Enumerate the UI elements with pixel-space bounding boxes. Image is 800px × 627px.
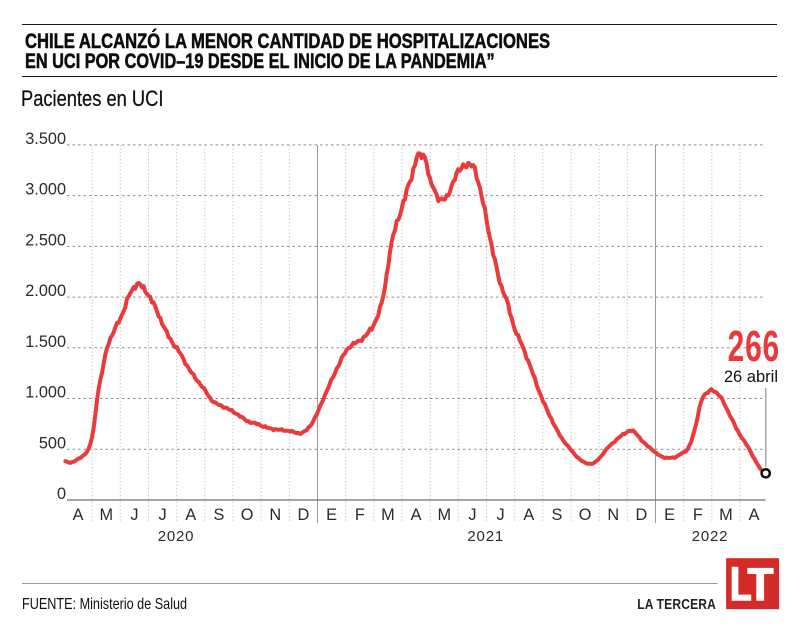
svg-text:A: A xyxy=(73,506,84,524)
svg-text:A: A xyxy=(185,506,196,524)
svg-text:E: E xyxy=(326,506,337,524)
svg-text:M: M xyxy=(381,506,395,524)
svg-text:D: D xyxy=(636,506,648,524)
svg-text:A: A xyxy=(411,506,422,524)
svg-text:D: D xyxy=(298,506,310,524)
svg-text:2021: 2021 xyxy=(467,528,504,545)
svg-text:S: S xyxy=(213,506,224,524)
svg-text:3.500: 3.500 xyxy=(25,130,66,148)
svg-text:E: E xyxy=(664,506,675,524)
svg-text:0: 0 xyxy=(57,485,66,503)
svg-text:N: N xyxy=(607,506,619,524)
svg-text:F: F xyxy=(693,506,703,524)
svg-text:S: S xyxy=(551,506,562,524)
svg-text:2020: 2020 xyxy=(158,528,195,545)
svg-text:M: M xyxy=(719,506,733,524)
svg-text:1.000: 1.000 xyxy=(25,384,66,402)
svg-text:N: N xyxy=(269,506,281,524)
svg-text:3.000: 3.000 xyxy=(25,181,66,199)
svg-text:2022: 2022 xyxy=(692,528,729,545)
svg-text:1.500: 1.500 xyxy=(25,333,66,351)
svg-text:O: O xyxy=(579,506,592,524)
svg-text:O: O xyxy=(241,506,254,524)
svg-text:A: A xyxy=(749,506,760,524)
svg-text:A: A xyxy=(523,506,534,524)
svg-text:F: F xyxy=(355,506,365,524)
svg-text:2.000: 2.000 xyxy=(25,282,66,300)
svg-text:500: 500 xyxy=(39,434,66,452)
svg-text:J: J xyxy=(468,506,476,524)
svg-text:M: M xyxy=(100,506,114,524)
svg-text:J: J xyxy=(159,506,167,524)
svg-text:J: J xyxy=(497,506,505,524)
svg-text:2.500: 2.500 xyxy=(25,231,66,249)
svg-text:M: M xyxy=(438,506,452,524)
svg-text:J: J xyxy=(130,506,138,524)
